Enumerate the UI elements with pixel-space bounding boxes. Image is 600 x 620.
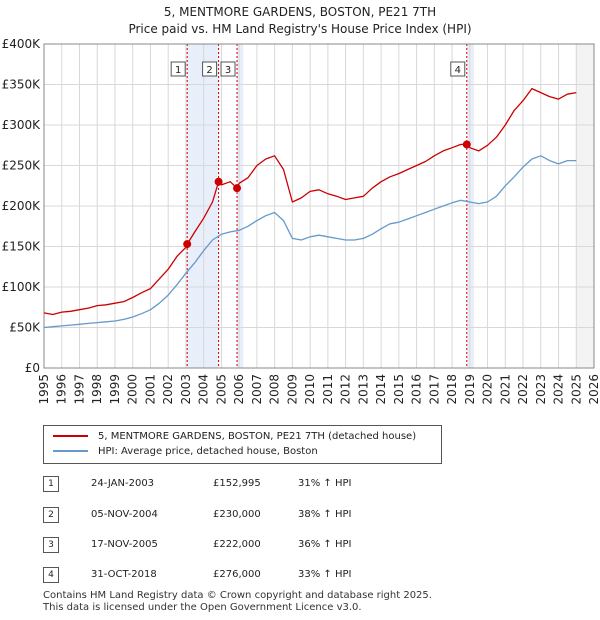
sale-label-box (220, 61, 236, 77)
sale-number-badge: 3 (43, 537, 59, 553)
sale-date: 05-NOV-2004 (91, 509, 158, 520)
sale-price: £152,995 (213, 478, 261, 489)
sale-label-number: 1 (175, 65, 181, 76)
x-tick-label: 2019 (463, 374, 477, 405)
x-tick-label: 2007 (250, 374, 264, 405)
y-tick-label: £0 (25, 361, 40, 375)
x-tick-label: 2003 (179, 374, 193, 405)
sale-point-marker (183, 240, 192, 249)
x-tick-label: 2020 (481, 374, 495, 405)
series-line-property (43, 87, 577, 316)
footer: Contains HM Land Registry data © Crown c… (43, 590, 432, 614)
x-tick-label: 1997 (72, 374, 86, 405)
chart-subtitle: Price paid vs. HM Land Registry's House … (128, 22, 472, 36)
series-line-hpi (43, 155, 577, 329)
sale-label-number: 3 (225, 65, 231, 76)
sale-number-badge: 1 (43, 476, 59, 492)
x-tick-label: 2011 (321, 374, 335, 405)
sale-price: £230,000 (213, 509, 261, 520)
sale-row: 1 24-JAN-2003 £152,995 31% ↑ HPI (43, 476, 443, 492)
sale-label-box (170, 61, 186, 77)
x-tick-label: 2015 (392, 374, 406, 405)
x-tick-label: 2024 (552, 374, 566, 405)
sale-price: £222,000 (213, 539, 261, 550)
title-block: 5, MENTMORE GARDENS, BOSTON, PE21 7TH Pr… (0, 4, 600, 38)
legend-item-hpi: HPI: Average price, detached house, Bost… (53, 445, 318, 459)
x-tick-label: 2017 (427, 374, 441, 405)
footer-licence: This data is licensed under the Open Gov… (43, 602, 362, 613)
x-tick-label: 2013 (356, 374, 370, 405)
y-tick-label: £50K (9, 321, 41, 335)
y-tick-label: £100K (2, 280, 42, 294)
x-tick-label: 2010 (303, 374, 317, 405)
legend-swatch-property (53, 435, 88, 437)
sale-date: 31-OCT-2018 (91, 569, 157, 580)
x-tick-label: 2000 (126, 374, 140, 405)
x-tick-label: 2014 (374, 374, 388, 405)
legend-item-property: 5, MENTMORE GARDENS, BOSTON, PE21 7TH (d… (53, 430, 416, 444)
y-tick-label: £350K (2, 78, 42, 92)
x-tick-label: 1995 (37, 374, 51, 405)
x-tick-label: 2025 (569, 374, 583, 405)
sale-price: £276,000 (213, 569, 261, 580)
y-tick-label: £150K (2, 240, 42, 254)
x-tick-label: 1999 (108, 374, 122, 405)
x-tick-label: 2023 (534, 374, 548, 405)
sale-hpi-change: 36% ↑ HPI (298, 539, 352, 550)
sale-point-marker (214, 177, 223, 186)
x-tick-label: 2026 (587, 374, 600, 405)
sale-hpi-change: 38% ↑ HPI (298, 509, 352, 520)
x-tick-label: 2009 (285, 374, 299, 405)
chart-title: 5, MENTMORE GARDENS, BOSTON, PE21 7TH (163, 5, 437, 19)
sale-row: 2 05-NOV-2004 £230,000 38% ↑ HPI (43, 507, 443, 523)
x-tick-label: 1998 (90, 374, 104, 405)
sale-row: 4 31-OCT-2018 £276,000 33% ↑ HPI (43, 567, 443, 583)
plot-border (43, 43, 595, 369)
footer-copyright: Contains HM Land Registry data © Crown c… (43, 590, 432, 601)
y-tick-label: £200K (2, 199, 42, 213)
x-tick-label: 2022 (516, 374, 530, 405)
x-tick-label: 2006 (232, 374, 246, 405)
sale-date: 17-NOV-2005 (91, 539, 158, 550)
sale-label-box (450, 61, 466, 77)
sale-row: 3 17-NOV-2005 £222,000 36% ↑ HPI (43, 537, 443, 553)
legend-swatch-hpi (53, 450, 88, 452)
x-tick-label: 2008 (268, 374, 282, 405)
price-chart: £0 £50K £100K £150K £200K £250K £300K £350K £400… (2, 37, 600, 405)
x-tick-label: 2012 (339, 374, 353, 405)
x-tick-label: 2016 (410, 374, 424, 405)
sale-hpi-change: 33% ↑ HPI (298, 569, 352, 580)
legend-label-hpi: HPI: Average price, detached house, Bost… (98, 446, 318, 457)
y-tick-label: £300K (2, 118, 42, 132)
sale-point-marker (233, 184, 242, 193)
x-tick-label: 2018 (445, 374, 459, 405)
x-tick-label: 2021 (498, 374, 512, 405)
sale-number-badge: 4 (43, 567, 59, 583)
x-tick-label: 2001 (143, 374, 157, 405)
y-tick-label: £250K (2, 159, 42, 173)
x-tick-label: 2004 (197, 374, 211, 405)
sale-label-number: 2 (206, 65, 212, 76)
sale-label-number: 4 (455, 65, 461, 76)
sale-number-badge: 2 (43, 507, 59, 523)
sale-hpi-change: 31% ↑ HPI (298, 478, 352, 489)
x-tick-label: 2005 (214, 374, 228, 405)
legend-label-property: 5, MENTMORE GARDENS, BOSTON, PE21 7TH (d… (98, 431, 417, 442)
x-tick-label: 2002 (161, 374, 175, 405)
y-tick-label: £400K (2, 37, 42, 51)
sale-date: 24-JAN-2003 (91, 478, 155, 489)
legend: 5, MENTMORE GARDENS, BOSTON, PE21 7TH (d… (43, 425, 442, 464)
x-tick-label: 1996 (55, 374, 69, 405)
sale-label-box (202, 61, 218, 77)
sale-point-marker (462, 140, 471, 149)
